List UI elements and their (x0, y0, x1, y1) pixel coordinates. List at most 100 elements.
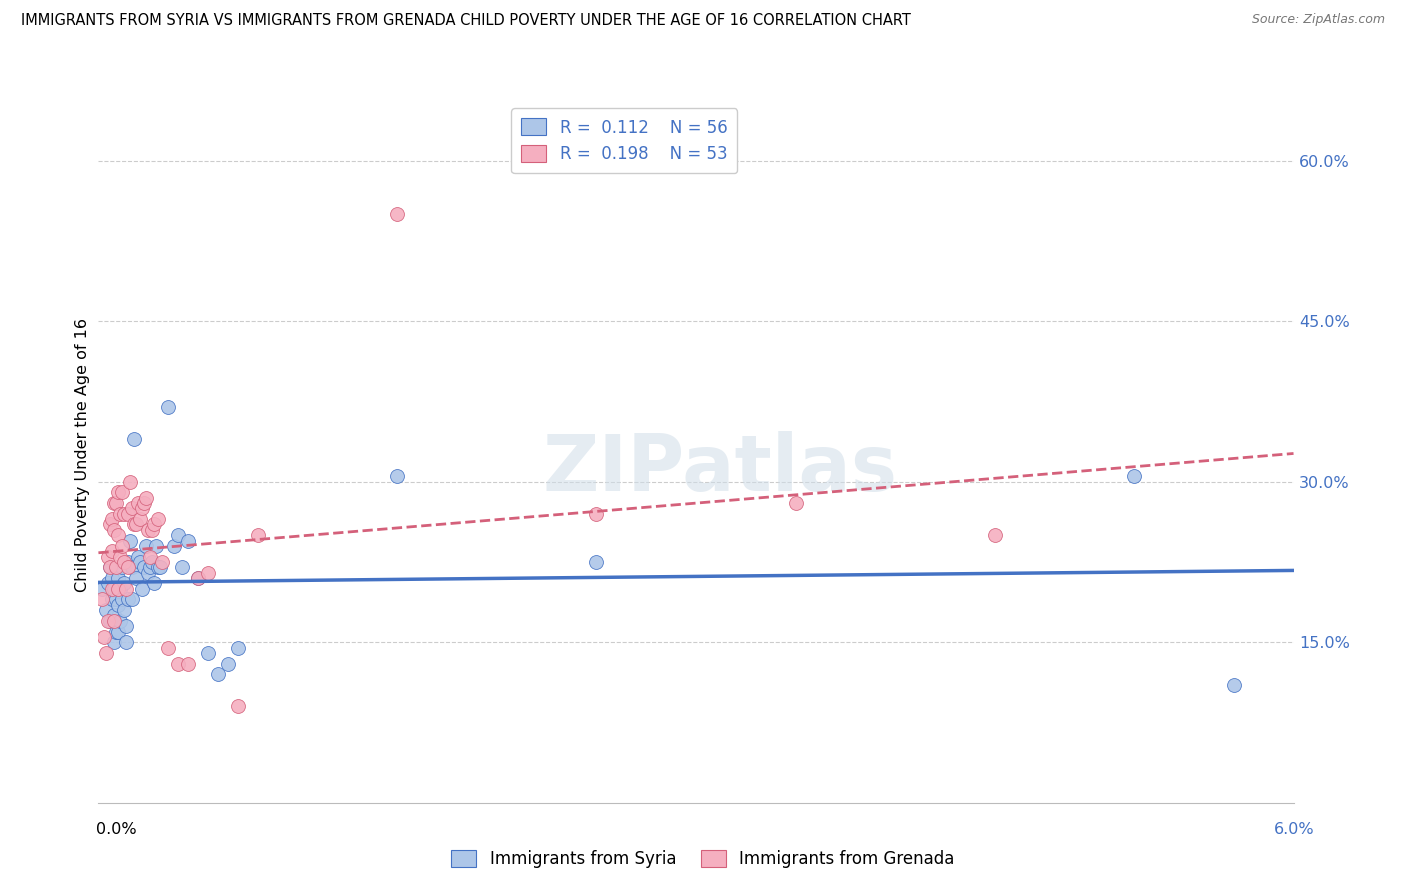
Point (107, 598, 129, 612)
Point (172, 560, 194, 574)
Point (585, 507, 607, 521)
Point (97, 576, 120, 591)
Point (103, 635, 125, 649)
Point (1123, 469, 1146, 483)
Point (110, 549, 132, 564)
Point (112, 603, 135, 617)
Point (177, 533, 200, 548)
Point (96, 646, 118, 660)
Point (187, 571, 209, 585)
Legend: Immigrants from Syria, Immigrants from Grenada: Immigrants from Syria, Immigrants from G… (444, 843, 962, 875)
Point (127, 496, 149, 510)
Point (98, 614, 122, 628)
Point (105, 624, 128, 639)
Point (111, 592, 134, 607)
Point (120, 475, 142, 489)
Point (136, 523, 159, 537)
Point (97, 614, 120, 628)
Point (121, 501, 143, 516)
Point (385, 469, 409, 483)
Point (105, 496, 128, 510)
Point (96, 603, 118, 617)
Point (101, 512, 124, 526)
Point (112, 507, 135, 521)
Point (157, 640, 180, 655)
Point (217, 657, 239, 671)
Point (117, 507, 139, 521)
Point (207, 667, 229, 681)
Point (197, 646, 219, 660)
Point (785, 496, 807, 510)
Point (115, 619, 138, 633)
Point (111, 485, 134, 500)
Point (124, 517, 146, 532)
Point (197, 566, 219, 580)
Point (226, 699, 249, 714)
Point (98, 560, 122, 574)
Point (149, 560, 172, 574)
Point (125, 571, 148, 585)
Y-axis label: Child Poverty Under the Age of 16: Child Poverty Under the Age of 16 (75, 318, 90, 592)
Point (103, 608, 125, 623)
Point (150, 555, 173, 569)
Point (110, 614, 132, 628)
Point (167, 657, 190, 671)
Point (129, 555, 152, 569)
Point (107, 528, 129, 542)
Point (115, 635, 138, 649)
Point (91, 592, 114, 607)
Point (131, 501, 153, 516)
Point (112, 555, 135, 569)
Point (135, 491, 157, 505)
Point (984, 528, 1007, 542)
Point (105, 560, 128, 574)
Point (148, 560, 170, 574)
Point (107, 624, 129, 639)
Point (117, 592, 139, 607)
Point (101, 571, 124, 585)
Point (117, 560, 139, 574)
Point (105, 592, 128, 607)
Point (101, 582, 124, 596)
Point (120, 533, 142, 548)
Point (143, 576, 166, 591)
Point (1222, 678, 1246, 692)
Point (131, 582, 153, 596)
Point (110, 507, 132, 521)
Point (115, 582, 138, 596)
Point (187, 571, 209, 585)
Point (145, 539, 167, 553)
Point (103, 523, 125, 537)
Point (110, 582, 132, 596)
Point (136, 566, 159, 580)
Text: ZIPatlas: ZIPatlas (543, 431, 897, 507)
Point (121, 592, 143, 607)
Point (103, 582, 125, 596)
Point (134, 560, 156, 574)
Point (141, 523, 163, 537)
Text: Source: ZipAtlas.com: Source: ZipAtlas.com (1251, 13, 1385, 27)
Point (139, 560, 162, 574)
Point (385, 207, 409, 221)
Point (98, 517, 122, 532)
Point (163, 539, 186, 553)
Point (107, 571, 129, 585)
Point (157, 400, 180, 414)
Text: 0.0%: 0.0% (96, 822, 136, 837)
Point (141, 555, 163, 569)
Point (226, 640, 249, 655)
Point (97, 549, 120, 564)
Text: IMMIGRANTS FROM SYRIA VS IMMIGRANTS FROM GRENADA CHILD POVERTY UNDER THE AGE OF : IMMIGRANTS FROM SYRIA VS IMMIGRANTS FROM… (21, 13, 911, 29)
Legend: R =  0.112    N = 56, R =  0.198    N = 53: R = 0.112 N = 56, R = 0.198 N = 53 (512, 109, 737, 173)
Text: 6.0%: 6.0% (1274, 822, 1315, 837)
Point (107, 582, 129, 596)
Point (585, 555, 607, 569)
Point (103, 496, 125, 510)
Point (91, 582, 114, 596)
Point (98, 560, 122, 574)
Point (112, 576, 135, 591)
Point (111, 560, 134, 574)
Point (129, 512, 152, 526)
Point (93, 630, 115, 644)
Point (246, 528, 269, 542)
